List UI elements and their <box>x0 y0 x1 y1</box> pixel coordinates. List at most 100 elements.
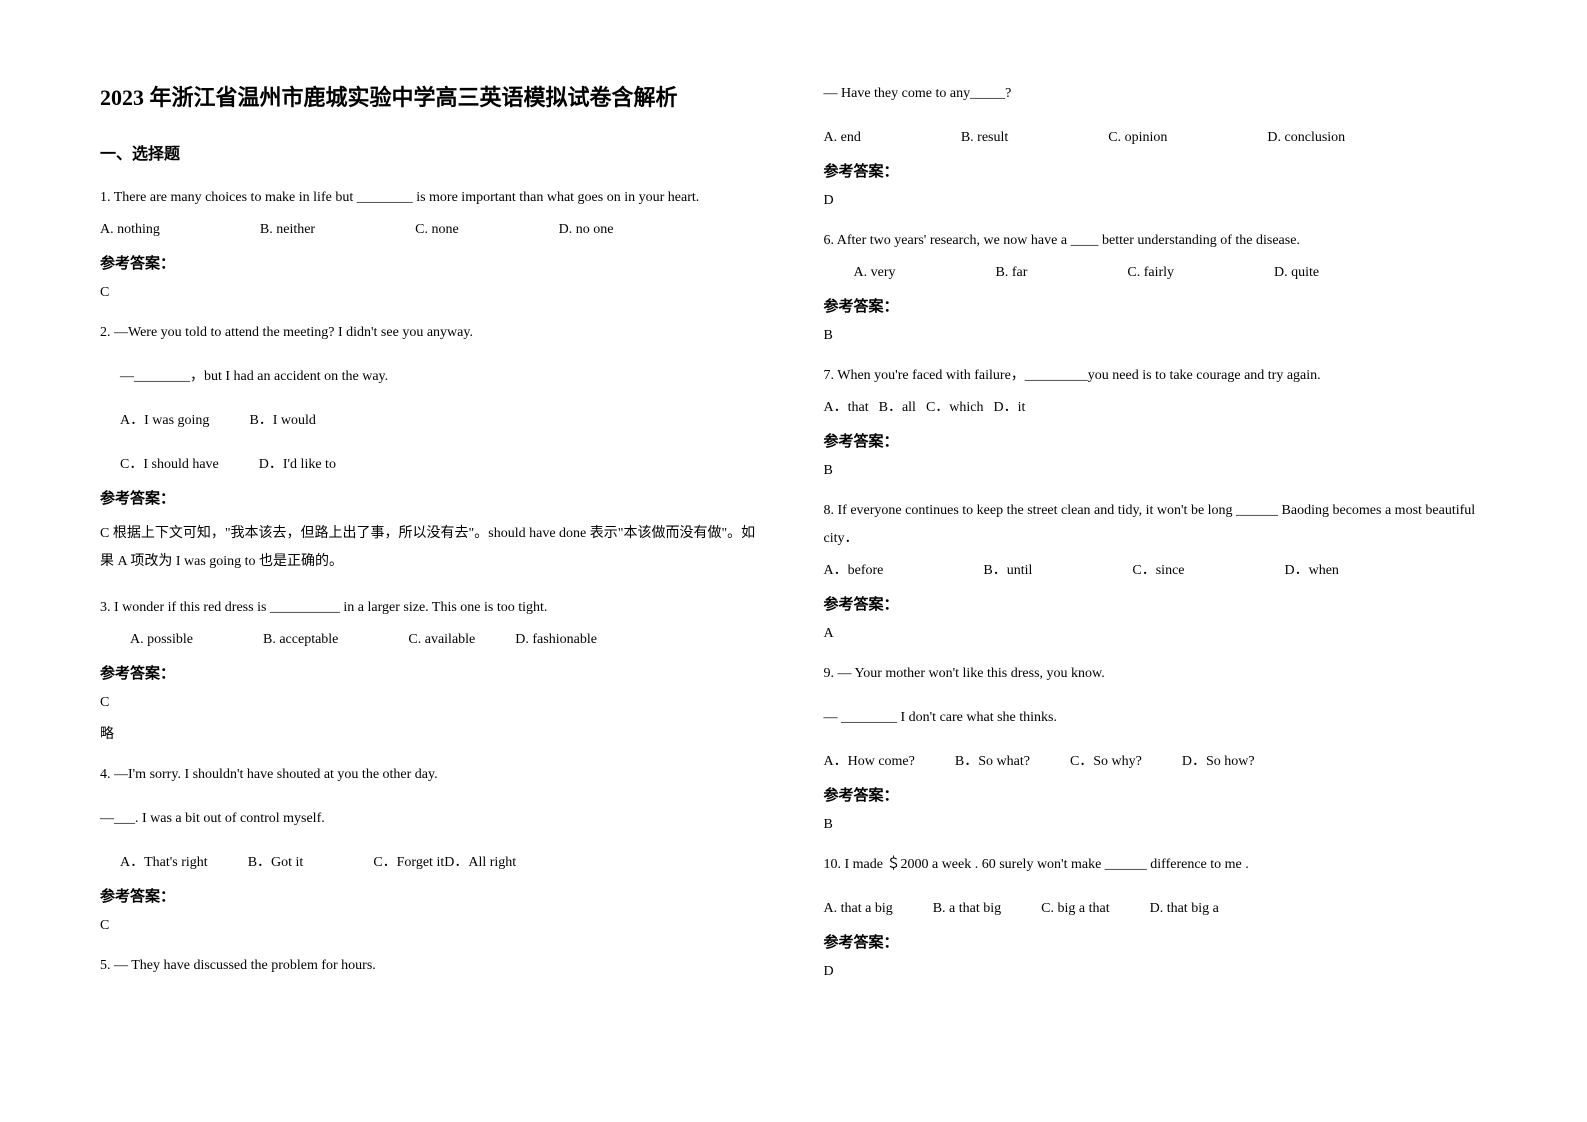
q4-line2: —___. I was a bit out of control myself. <box>100 805 764 833</box>
q4-answer-label: 参考答案： <box>100 885 764 906</box>
q3-note: 略 <box>100 723 764 743</box>
q3-options: A. possible B. acceptable C. available D… <box>100 626 764 654</box>
question-1: 1. There are many choices to make in lif… <box>100 184 764 313</box>
question-9: 9. — Your mother won't like this dress, … <box>824 660 1488 845</box>
q10-opt-c: C. big a that <box>1041 895 1109 923</box>
q9-opt-c: C．So why? <box>1070 748 1142 776</box>
q9-answer: B <box>824 817 1488 833</box>
q7-opt-c: C．which <box>926 394 984 422</box>
q10-answer: D <box>824 964 1488 980</box>
q2-options2: C．I should have D．I'd like to <box>100 451 764 479</box>
q8-opt-c: C．since <box>1132 557 1184 585</box>
q5-line1: 5. — They have discussed the problem for… <box>100 952 764 980</box>
q4-options: A．That's right B．Got it C．Forget it D．Al… <box>100 849 764 877</box>
right-column: — Have they come to any_____? A. end B. … <box>824 80 1488 1042</box>
q4-opt-c: C．Forget it <box>373 849 444 877</box>
q7-answer-label: 参考答案： <box>824 430 1488 451</box>
q3-opt-a: A. possible <box>130 626 193 654</box>
q3-opt-b: B. acceptable <box>263 626 338 654</box>
q1-opt-a: A. nothing <box>100 216 160 244</box>
q6-opt-a: A. very <box>854 259 896 287</box>
q8-opt-b: B．until <box>983 557 1032 585</box>
q3-opt-d: D. fashionable <box>515 626 597 654</box>
question-7: 7. When you're faced with failure，______… <box>824 362 1488 491</box>
q4-opt-a: A．That's right <box>120 849 208 877</box>
q1-opt-c: C. none <box>415 216 459 244</box>
q5-answer-label: 参考答案： <box>824 160 1488 181</box>
q7-opt-d: D．it <box>994 394 1026 422</box>
left-column: 2023 年浙江省温州市鹿城实验中学高三英语模拟试卷含解析 一、选择题 1. T… <box>100 80 764 1042</box>
q3-answer: C <box>100 695 764 711</box>
q2-line2: —________，but I had an accident on the w… <box>100 363 764 391</box>
q2-answer: C 根据上下文可知，"我本该去，但路上出了事，所以没有去"。should hav… <box>100 520 764 576</box>
q8-text: 8. If everyone continues to keep the str… <box>824 497 1488 553</box>
q2-options1: A．I was going B．I would <box>100 407 764 435</box>
q10-opt-b: B. a that big <box>933 895 1001 923</box>
q6-answer-label: 参考答案： <box>824 295 1488 316</box>
q4-answer: C <box>100 918 764 934</box>
q9-line2: — ________ I don't care what she thinks. <box>824 704 1488 732</box>
q4-line1: 4. —I'm sorry. I shouldn't have shouted … <box>100 761 764 789</box>
q5-options: A. end B. result C. opinion D. conclusio… <box>824 124 1488 152</box>
q1-opt-d: D. no one <box>559 216 614 244</box>
q8-options: A．before B．until C．since D．when <box>824 557 1488 585</box>
q2-opt-c: C．I should have <box>120 451 219 479</box>
q10-text: 10. I made ＄2000 a week . 60 surely won'… <box>824 851 1488 879</box>
question-3: 3. I wonder if this red dress is _______… <box>100 594 764 755</box>
q10-answer-label: 参考答案： <box>824 931 1488 952</box>
question-4: 4. —I'm sorry. I shouldn't have shouted … <box>100 761 764 946</box>
question-5-partial: 5. — They have discussed the problem for… <box>100 952 764 984</box>
q5-opt-a: A. end <box>824 124 861 152</box>
q10-options: A. that a big B. a that big C. big a tha… <box>824 895 1488 923</box>
q1-answer: C <box>100 285 764 301</box>
q6-opt-b: B. far <box>996 259 1028 287</box>
page-title: 2023 年浙江省温州市鹿城实验中学高三英语模拟试卷含解析 <box>100 80 764 112</box>
q8-answer: A <box>824 626 1488 642</box>
q3-text: 3. I wonder if this red dress is _______… <box>100 594 764 622</box>
question-10: 10. I made ＄2000 a week . 60 surely won'… <box>824 851 1488 992</box>
q2-opt-d: D．I'd like to <box>259 451 336 479</box>
q7-text: 7. When you're faced with failure，______… <box>824 362 1488 390</box>
q2-opt-a: A．I was going <box>120 407 209 435</box>
q2-line1: 2. —Were you told to attend the meeting?… <box>100 319 764 347</box>
q10-opt-d: D. that big a <box>1150 895 1219 923</box>
q10-opt-a: A. that a big <box>824 895 893 923</box>
q5-opt-d: D. conclusion <box>1267 124 1345 152</box>
question-5-cont: — Have they come to any_____? A. end B. … <box>824 80 1488 221</box>
section-header: 一、选择题 <box>100 140 764 164</box>
q9-opt-b: B．So what? <box>955 748 1030 776</box>
q6-text: 6. After two years' research, we now hav… <box>824 227 1488 255</box>
q6-options: A. very B. far C. fairly D. quite <box>824 259 1488 287</box>
q7-opt-a: A．that <box>824 394 869 422</box>
q8-answer-label: 参考答案： <box>824 593 1488 614</box>
q3-answer-label: 参考答案： <box>100 662 764 683</box>
q5-line2: — Have they come to any_____? <box>824 80 1488 108</box>
q3-opt-c: C. available <box>408 626 475 654</box>
q9-opt-a: A．How come? <box>824 748 915 776</box>
q9-options: A．How come? B．So what? C．So why? D．So ho… <box>824 748 1488 776</box>
question-6: 6. After two years' research, we now hav… <box>824 227 1488 356</box>
q7-opt-b: B．all <box>879 394 916 422</box>
q5-opt-b: B. result <box>961 124 1008 152</box>
q1-answer-label: 参考答案： <box>100 252 764 273</box>
q6-opt-c: C. fairly <box>1127 259 1174 287</box>
q5-answer: D <box>824 193 1488 209</box>
q2-answer-label: 参考答案： <box>100 487 764 508</box>
question-2: 2. —Were you told to attend the meeting?… <box>100 319 764 588</box>
q6-answer: B <box>824 328 1488 344</box>
q7-answer: B <box>824 463 1488 479</box>
q1-options: A. nothing B. neither C. none D. no one <box>100 216 764 244</box>
q1-text: 1. There are many choices to make in lif… <box>100 184 764 212</box>
q9-line1: 9. — Your mother won't like this dress, … <box>824 660 1488 688</box>
q4-opt-d: D．All right <box>444 849 516 877</box>
q1-opt-b: B. neither <box>260 216 315 244</box>
q8-opt-a: A．before <box>824 557 884 585</box>
q7-options: A．that B．all C．which D．it <box>824 394 1488 422</box>
q5-opt-c: C. opinion <box>1108 124 1167 152</box>
q2-opt-b: B．I would <box>249 407 316 435</box>
q4-opt-b: B．Got it <box>248 849 304 877</box>
q9-opt-d: D．So how? <box>1182 748 1255 776</box>
q9-answer-label: 参考答案： <box>824 784 1488 805</box>
q6-opt-d: D. quite <box>1274 259 1319 287</box>
question-8: 8. If everyone continues to keep the str… <box>824 497 1488 654</box>
